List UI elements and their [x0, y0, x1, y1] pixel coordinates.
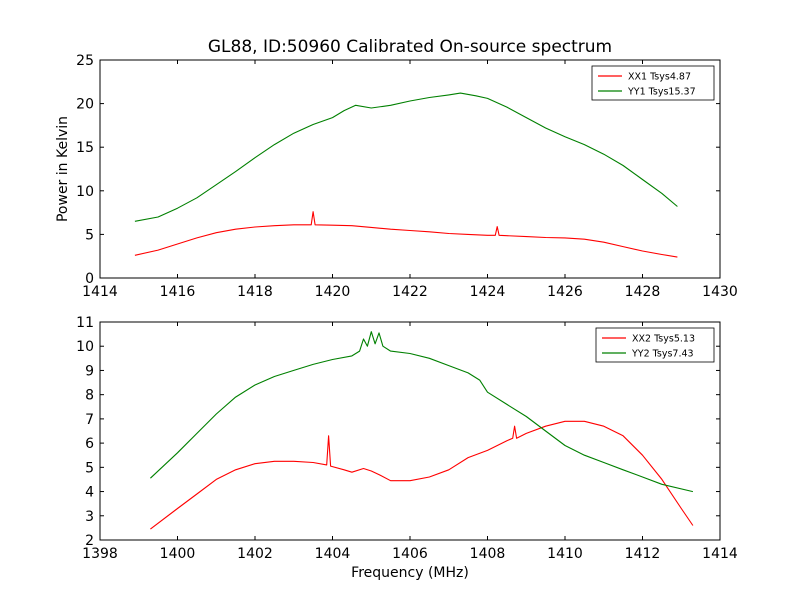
x-tick-label: 1422 — [392, 284, 428, 300]
legend-box — [595, 327, 715, 363]
y-tick-label: 0 — [85, 271, 94, 287]
x-tick-label: 1424 — [470, 284, 506, 300]
x-tick-label: 1400 — [160, 546, 196, 562]
bottom-spectrum-panel: 1398 1400 1402 1404 1406 1408 1410 1412 1414 2 3 4 5… — [76, 315, 738, 562]
x-tick-label: 1402 — [237, 546, 273, 562]
series-line-1 — [134, 211, 678, 258]
y-tick-label: 10 — [76, 339, 94, 355]
series-line-2 — [134, 92, 678, 222]
y-tick-label: 8 — [85, 388, 94, 404]
x-axis-label: Frequency (MHz) — [351, 565, 469, 581]
legend-entry: YY1 Tsys15.37 — [627, 87, 696, 98]
y-tick-label: 2 — [85, 533, 94, 549]
y-tick-label: 4 — [85, 485, 94, 501]
y-axis-label: Power in Kelvin — [55, 116, 71, 222]
x-tick-label: 1414 — [82, 284, 118, 300]
x-tick-label: 1418 — [237, 284, 273, 300]
x-tick-label: 1410 — [547, 546, 583, 562]
x-tick-label: 1420 — [315, 284, 351, 300]
legend-entry: YY2 Tsys7.43 — [631, 349, 694, 360]
top-spectrum-panel: 1414 1416 1418 1420 1422 1424 1426 1428 1430 0 5 10… — [76, 53, 738, 300]
figure-title: GL88, ID:50960 Calibrated On-source spec… — [208, 37, 612, 57]
y-tick-label: 5 — [85, 227, 94, 243]
series-line-1 — [150, 420, 694, 530]
legend-box — [591, 65, 715, 101]
x-tick-label: 1408 — [470, 546, 506, 562]
legend-entry: XX1 Tsys4.87 — [628, 72, 691, 83]
legend: XX1 Tsys4.87 YY1 Tsys15.37 — [591, 65, 715, 101]
x-tick-label: 1404 — [315, 546, 351, 562]
x-tick-label: 1412 — [625, 546, 661, 562]
y-tick-label: 9 — [85, 363, 94, 379]
y-tick-label: 7 — [85, 412, 94, 428]
x-tick-label: 1398 — [82, 546, 118, 562]
legend: XX2 Tsys5.13 YY2 Tsys7.43 — [595, 327, 715, 363]
x-tick-label: 1426 — [547, 284, 583, 300]
x-tick-label: 1430 — [702, 284, 738, 300]
x-tick-label: 1416 — [160, 284, 196, 300]
y-tick-label: 6 — [85, 436, 94, 452]
y-tick-label: 15 — [76, 140, 94, 156]
x-tick-label: 1428 — [625, 284, 661, 300]
legend-entry: XX2 Tsys5.13 — [632, 334, 695, 345]
y-tick-label: 25 — [76, 53, 94, 69]
y-tick-label: 3 — [85, 509, 94, 525]
y-tick-label: 11 — [76, 315, 94, 331]
series-line-2 — [150, 331, 694, 493]
x-tick-label: 1414 — [702, 546, 738, 562]
y-tick-label: 20 — [76, 97, 94, 113]
x-tick-label: 1406 — [392, 546, 428, 562]
y-tick-label: 5 — [85, 460, 94, 476]
y-tick-label: 10 — [76, 184, 94, 200]
